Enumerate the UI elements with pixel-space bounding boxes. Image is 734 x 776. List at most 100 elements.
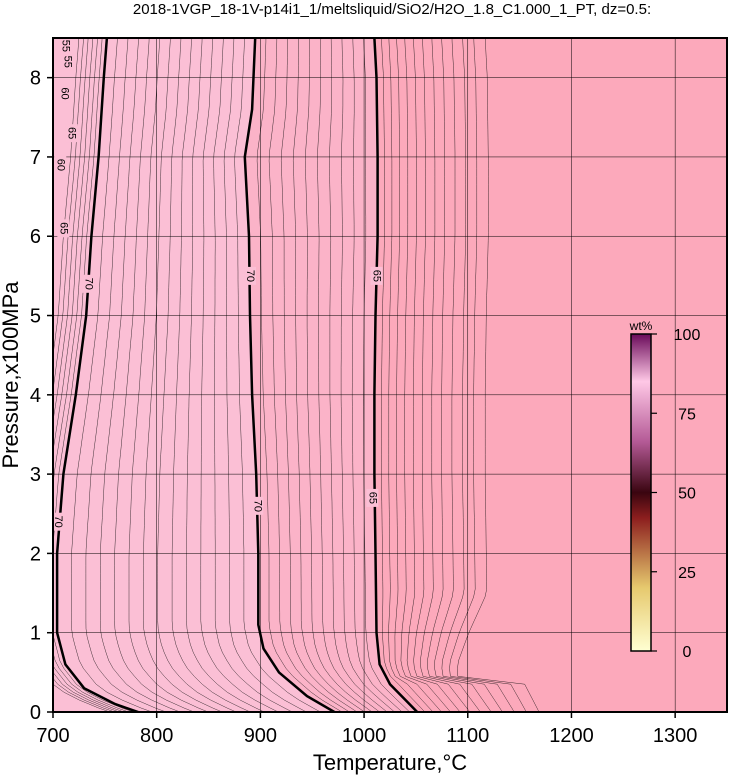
contour-label-bg bbox=[244, 266, 257, 285]
minor-contours bbox=[53, 38, 540, 712]
contour-label: 60 bbox=[58, 87, 70, 99]
y-tick-label: 5 bbox=[30, 306, 41, 328]
x-tick-label: 800 bbox=[140, 725, 173, 747]
y-tick-label: 8 bbox=[30, 68, 41, 90]
minor-contour bbox=[128, 38, 209, 712]
minor-contour bbox=[114, 38, 195, 712]
minor-contour bbox=[234, 38, 321, 712]
contour-label-bg bbox=[366, 488, 379, 507]
major-contour-70 bbox=[55, 38, 142, 712]
minor-contour bbox=[351, 38, 403, 712]
colorbar-tick-label: 0 bbox=[683, 644, 692, 661]
minor-contour bbox=[256, 38, 343, 712]
minor-contour bbox=[381, 38, 426, 712]
plot-frame bbox=[52, 37, 728, 713]
contour-label-bg bbox=[57, 219, 70, 238]
contour-label-bg bbox=[61, 52, 74, 71]
contour-label-bg bbox=[53, 512, 65, 531]
minor-contour bbox=[363, 38, 411, 712]
y-tick-label: 6 bbox=[30, 226, 41, 248]
minor-contour bbox=[53, 38, 135, 712]
contour-label: 65 bbox=[66, 127, 78, 139]
y-tick-label: 4 bbox=[30, 385, 41, 407]
contour-labels: 70 70 70 70 65 65 65 65 60 60 55 55 bbox=[52, 38, 383, 531]
colorbar-gradient bbox=[630, 333, 652, 652]
minor-contour bbox=[400, 38, 451, 712]
minor-contour bbox=[305, 38, 373, 712]
minor-contour bbox=[449, 38, 527, 712]
contour-label: 65 bbox=[371, 270, 383, 282]
minor-contour bbox=[280, 38, 358, 712]
minor-contour bbox=[53, 38, 125, 712]
minor-contour bbox=[53, 38, 130, 712]
contour-label-bg bbox=[82, 274, 95, 293]
colorbar-tick-label: 100 bbox=[674, 327, 701, 344]
contour-label-bg bbox=[251, 496, 264, 515]
y-tick-label: 3 bbox=[30, 464, 41, 486]
colorbar: wt% 0 25 50 75 100 bbox=[629, 319, 701, 661]
contour-label: 60 bbox=[54, 159, 66, 171]
colorbar-tick-label: 25 bbox=[678, 565, 696, 582]
minor-contour bbox=[53, 38, 121, 712]
minor-contour bbox=[143, 38, 223, 712]
contour-label: 70 bbox=[244, 270, 256, 282]
contour-label: 65 bbox=[366, 492, 378, 504]
y-ticks: 0 1 2 3 4 5 6 7 8 bbox=[30, 68, 53, 724]
minor-contour bbox=[427, 38, 492, 712]
minor-contour bbox=[317, 38, 381, 712]
x-tick-label: 700 bbox=[36, 725, 69, 747]
contour-label: 65 bbox=[57, 222, 69, 234]
minor-contour bbox=[434, 38, 503, 712]
colorbar-tick-label: 50 bbox=[678, 486, 696, 503]
y-tick-label: 2 bbox=[30, 543, 41, 565]
x-axis-label: Temperature,°C bbox=[313, 750, 467, 775]
minor-contour bbox=[200, 38, 279, 712]
major-contour-70 bbox=[243, 38, 337, 712]
minor-contour bbox=[71, 38, 153, 712]
minor-contour bbox=[171, 38, 251, 712]
contour-label: 70 bbox=[52, 516, 64, 528]
colorbar-ticks: 0 25 50 75 100 bbox=[651, 327, 700, 661]
minor-contour bbox=[340, 38, 395, 712]
x-tick-label: 1300 bbox=[653, 725, 698, 747]
x-ticks: 700 800 900 1000 1100 1200 1300 bbox=[36, 712, 697, 747]
contour-label-bg bbox=[370, 266, 383, 285]
x-tick-label: 1200 bbox=[549, 725, 594, 747]
x-tick-label: 1100 bbox=[446, 725, 489, 747]
minor-contour bbox=[186, 38, 265, 712]
minor-contour bbox=[394, 38, 442, 712]
minor-contour bbox=[268, 38, 350, 712]
contour-label-bg bbox=[58, 84, 71, 103]
colorbar-title: wt% bbox=[629, 319, 653, 333]
minor-contour bbox=[457, 38, 540, 712]
minor-contour bbox=[329, 38, 388, 712]
minor-contour bbox=[100, 38, 181, 712]
minor-contour bbox=[292, 38, 365, 712]
contour-label-bg bbox=[59, 38, 72, 55]
y-tick-label: 1 bbox=[30, 623, 41, 645]
chart-title: 2018-1VGP_18-1V-p14i1_1/meltsliquid/SiO2… bbox=[133, 1, 651, 18]
grid-lines bbox=[53, 38, 727, 712]
minor-contour bbox=[406, 38, 461, 712]
y-tick-label: 7 bbox=[30, 147, 41, 169]
y-tick-label: 0 bbox=[30, 702, 41, 724]
x-tick-label: 1000 bbox=[342, 725, 387, 747]
minor-contour bbox=[413, 38, 471, 712]
contour-label: 70 bbox=[82, 278, 94, 290]
contour-label: 55 bbox=[59, 40, 71, 52]
x-tick-label: 900 bbox=[244, 725, 277, 747]
contour-label-bg bbox=[54, 155, 67, 174]
minor-contour bbox=[441, 38, 515, 712]
y-axis-label: Pressure,x100MPa bbox=[0, 281, 23, 469]
contour-label: 55 bbox=[62, 56, 74, 68]
minor-contour bbox=[53, 38, 111, 712]
minor-contour bbox=[157, 38, 237, 712]
minor-contour bbox=[85, 38, 167, 712]
minor-contour bbox=[388, 38, 434, 712]
minor-contour bbox=[223, 38, 307, 712]
major-contour-65 bbox=[373, 38, 419, 712]
major-contours bbox=[55, 38, 419, 712]
minor-contour bbox=[213, 38, 293, 712]
contour-label: 70 bbox=[251, 500, 263, 512]
